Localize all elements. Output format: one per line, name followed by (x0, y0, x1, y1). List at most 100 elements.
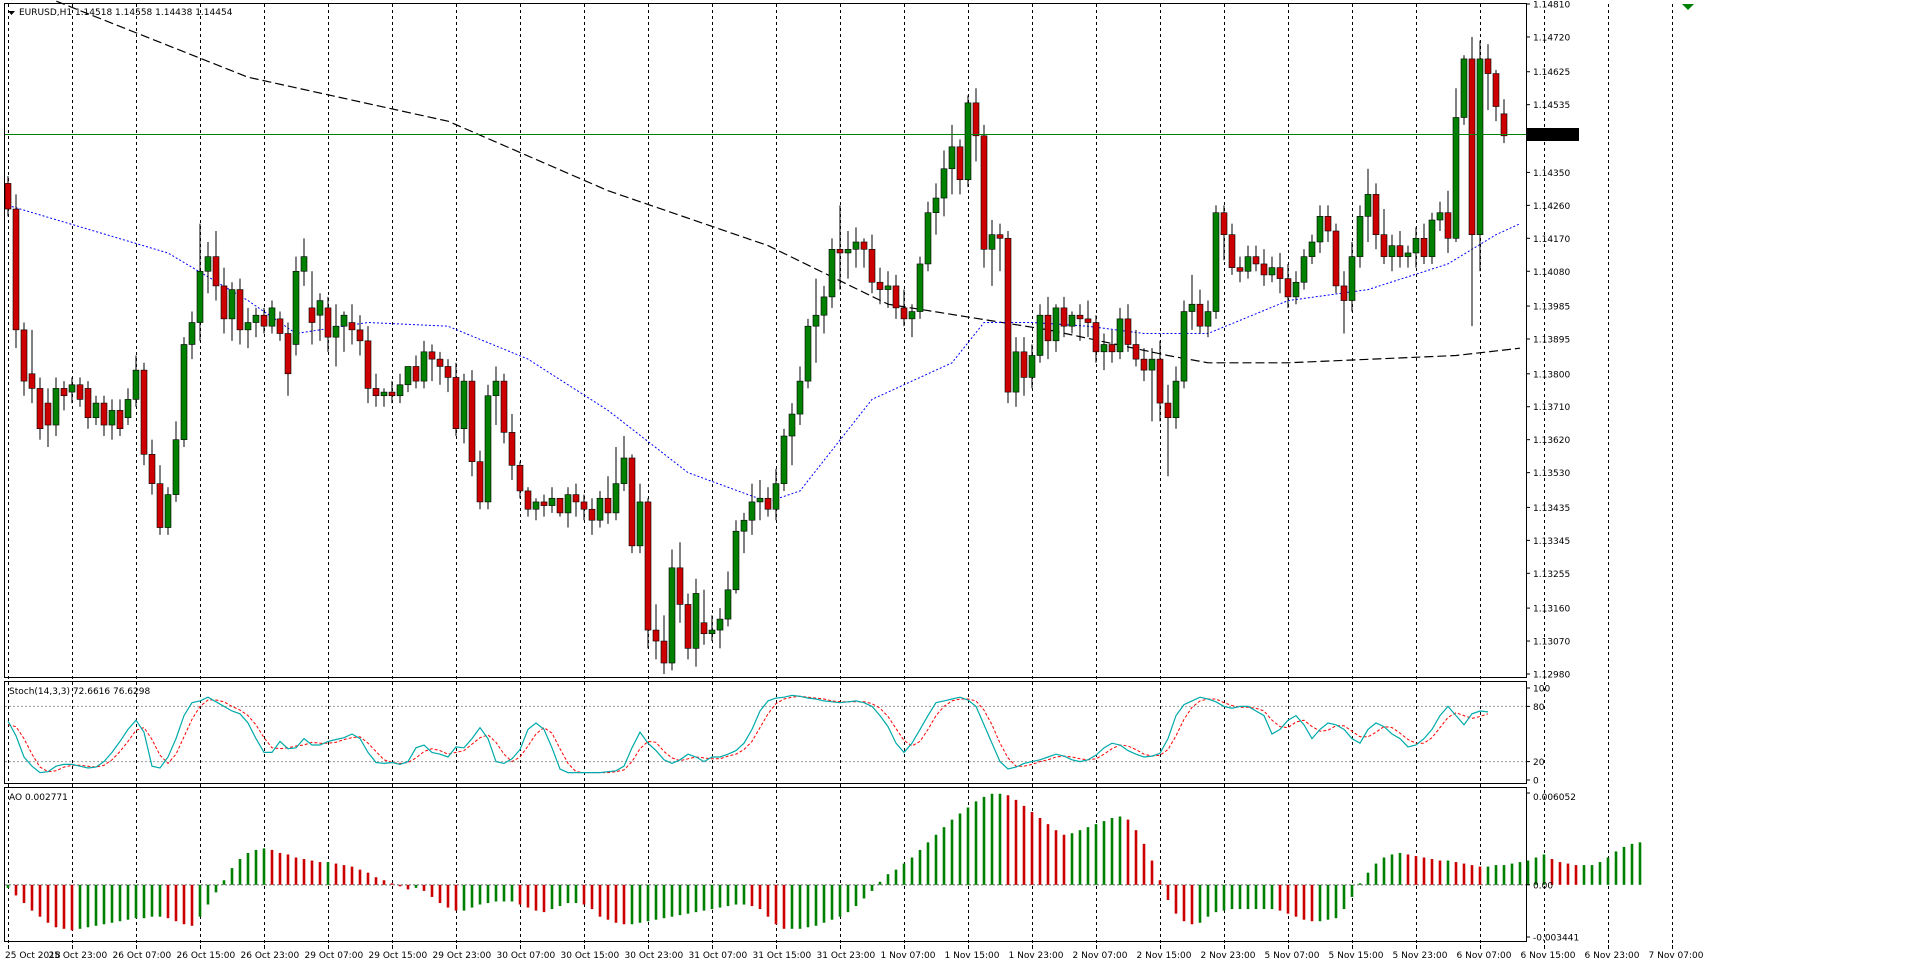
candle (1356, 205, 1364, 268)
candle (716, 608, 724, 649)
grid-lines (8, 4, 1673, 945)
candle-body (1132, 344, 1140, 360)
candle (748, 483, 756, 535)
candle-body (1004, 238, 1012, 393)
candle (1388, 234, 1396, 272)
candle-body (1364, 194, 1372, 217)
candle-body (876, 281, 884, 290)
stoch-tick-label: 80 (1533, 703, 1545, 713)
candle (580, 494, 588, 521)
candle (396, 373, 404, 404)
candle-body (1164, 402, 1172, 419)
candle (1180, 300, 1188, 389)
candle-body (1084, 318, 1092, 323)
candle (1068, 311, 1076, 334)
candle (300, 238, 308, 286)
candle-body (932, 197, 940, 213)
candle (628, 454, 636, 554)
candle (1484, 44, 1492, 111)
candle-body (460, 380, 468, 429)
candle (524, 487, 532, 517)
candle (244, 307, 252, 349)
price-tick-label: 1.12980 (1533, 671, 1570, 681)
candle (732, 520, 740, 594)
candle-body (1468, 58, 1476, 235)
price-tick-label: 1.14810 (1533, 1, 1570, 11)
position-marker-icon[interactable] (1682, 4, 1694, 10)
candle-body (268, 307, 276, 327)
candle (220, 267, 228, 334)
candle-body (660, 640, 668, 664)
candle (876, 267, 884, 305)
stoch-levels (5, 705, 1526, 886)
candle-body (380, 391, 388, 397)
candle (508, 414, 516, 480)
candle (364, 326, 372, 404)
candle (452, 362, 460, 437)
candle (20, 322, 28, 396)
price-tick-label: 1.13620 (1533, 436, 1570, 446)
candle-body (36, 388, 44, 429)
candle (292, 256, 300, 356)
candle-body (116, 410, 124, 429)
candle-body (804, 325, 812, 382)
candle-body (516, 465, 524, 492)
candle (620, 436, 628, 491)
candle (1468, 36, 1476, 327)
stoch-main-line (7, 694, 1489, 774)
candle-body (1324, 216, 1332, 232)
candle (884, 271, 892, 308)
candle-body (84, 388, 92, 419)
time-tick-label: 5 Nov 07:00 (1265, 951, 1320, 961)
candle (372, 373, 380, 407)
candle-body (76, 384, 84, 400)
candle (852, 227, 860, 268)
candle-body (172, 439, 180, 495)
time-tick-label: 1 Nov 23:00 (1009, 951, 1064, 961)
candle (796, 366, 804, 426)
candle-body (1188, 303, 1196, 312)
candle-body (972, 102, 980, 137)
candle (12, 194, 20, 349)
candle (636, 483, 644, 554)
candle-body (652, 629, 660, 642)
candle (236, 278, 244, 345)
candle-body (324, 307, 332, 338)
candle (180, 337, 188, 448)
candle (1244, 245, 1252, 279)
candle-body (1244, 256, 1252, 272)
time-tick-label: 25 Oct 2018 (5, 951, 61, 961)
candle-body (628, 457, 636, 547)
candle-body (1484, 58, 1492, 74)
time-tick-label: 29 Oct 07:00 (305, 951, 364, 961)
candle-body (916, 263, 924, 312)
time-tick-label: 31 Oct 15:00 (753, 951, 812, 961)
candle (668, 549, 676, 671)
candle-body (244, 322, 252, 331)
candle (516, 461, 524, 499)
candle-body (964, 102, 972, 181)
candle (908, 304, 916, 338)
candle (1044, 296, 1052, 360)
stoch-tick-label: 100 (1533, 685, 1550, 695)
candle-body (692, 593, 700, 649)
candle (1012, 337, 1020, 407)
candle (492, 366, 500, 426)
candle (468, 370, 476, 477)
candle-body (564, 494, 572, 514)
candle-body (1268, 267, 1276, 276)
candle-body (1292, 281, 1300, 298)
time-tick-label: 30 Oct 15:00 (561, 951, 620, 961)
candle (1236, 256, 1244, 283)
candle-body (1436, 212, 1444, 221)
candle (404, 366, 412, 393)
candle (1100, 333, 1108, 371)
candle-body (500, 380, 508, 433)
candle (1164, 384, 1172, 477)
candle (68, 377, 76, 404)
candle (700, 589, 708, 645)
candle (140, 362, 148, 466)
symbol-menu-icon[interactable] (8, 11, 15, 15)
candle (1396, 230, 1404, 268)
candle (1420, 223, 1428, 264)
